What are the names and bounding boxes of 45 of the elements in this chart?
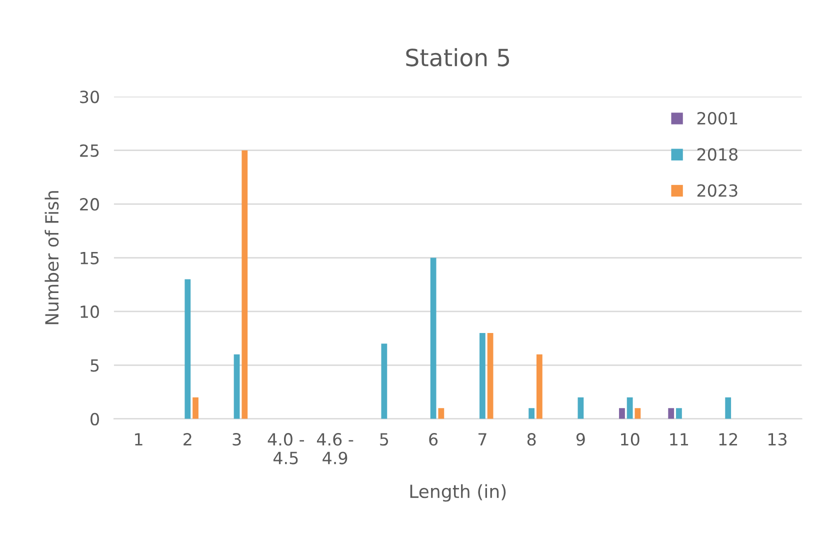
bar	[626, 397, 633, 419]
x-tick-label: 3	[232, 433, 241, 446]
y-tick-label: 15	[80, 252, 99, 264]
y-tick-label: 10	[80, 305, 99, 318]
x-tick-label: 12	[719, 433, 738, 446]
bar	[668, 408, 674, 419]
x-tick-label: 4.0 - 4.5	[268, 433, 304, 464]
x-tick-label: 1	[135, 433, 142, 446]
bar	[725, 397, 732, 419]
legend-label: 2023	[697, 184, 738, 197]
bar	[381, 344, 388, 419]
bar	[536, 354, 542, 419]
x-tick-label: 7	[478, 433, 486, 446]
bar	[676, 408, 682, 419]
bar	[184, 279, 191, 419]
y-tick-label: 5	[90, 359, 99, 372]
bar	[487, 332, 494, 419]
x-tick-label: 5	[380, 433, 388, 446]
x-tick-label: 13	[768, 433, 786, 446]
chart-title: Station 5	[406, 48, 510, 66]
x-tick-label: 6	[429, 433, 438, 446]
bar	[528, 408, 535, 419]
y-tick-label: 25	[80, 144, 99, 157]
bar	[578, 397, 584, 419]
x-tick-label: 8	[527, 433, 536, 446]
bar	[619, 408, 625, 419]
x-tick-label: 10	[621, 433, 640, 446]
bar	[430, 258, 436, 419]
x-axis-title: Length (in)	[410, 484, 506, 502]
x-tick-label: 4.6 - 4.9	[316, 433, 354, 464]
bar	[192, 397, 198, 419]
bar	[634, 408, 641, 419]
x-tick-label: 2	[184, 433, 192, 446]
bar	[234, 354, 240, 419]
bar	[479, 332, 486, 419]
y-tick-label: 30	[80, 90, 99, 104]
legend-label: 2018	[697, 148, 738, 161]
legend-label: 2001	[697, 112, 738, 125]
y-axis-title: Number of Fish	[44, 191, 59, 324]
y-tick-label: 0	[90, 412, 99, 426]
bar	[242, 150, 248, 419]
y-tick-label: 20	[80, 198, 99, 211]
x-tick-label: 11	[670, 433, 688, 446]
x-tick-label: 9	[576, 433, 585, 446]
bar	[438, 408, 444, 419]
